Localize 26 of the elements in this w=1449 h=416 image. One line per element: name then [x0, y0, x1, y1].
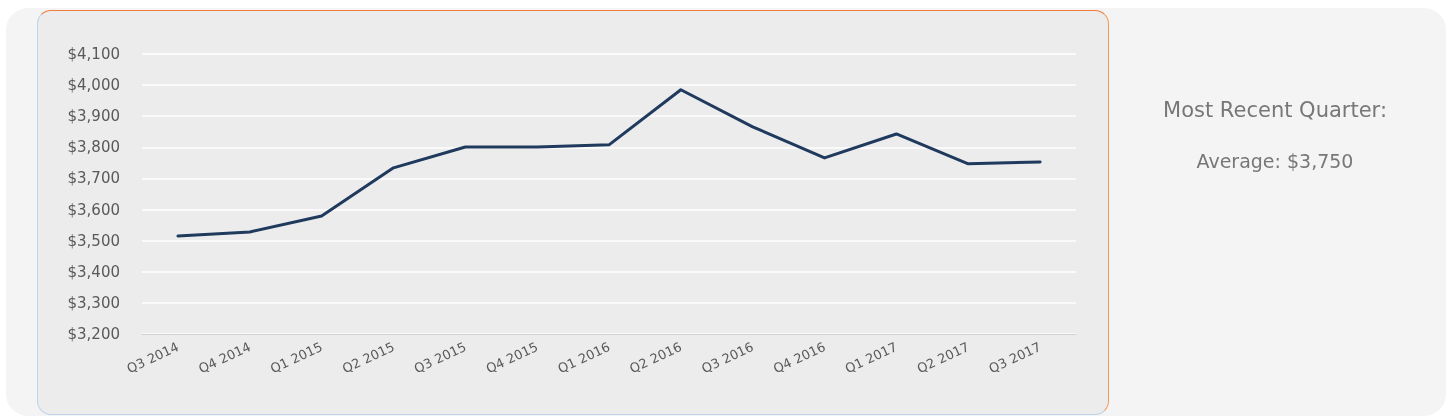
- x-tick-label: Q2 2015: [339, 339, 397, 377]
- y-tick-label: $3,300: [67, 293, 120, 312]
- x-tick-label: Q2 2016: [627, 339, 685, 377]
- x-tick-label: Q3 2015: [411, 339, 469, 377]
- line-series: [176, 88, 1042, 238]
- y-tick-label: $4,000: [67, 76, 120, 95]
- x-tick-label: Q3 2017: [986, 339, 1044, 377]
- x-tick-label: Q3 2016: [699, 339, 756, 377]
- x-tick-label: Q1 2016: [555, 339, 613, 377]
- y-tick-label: $3,900: [67, 107, 120, 126]
- y-tick-label: $3,500: [67, 231, 120, 250]
- y-tick-label: $3,400: [67, 262, 120, 281]
- y-tick-label: $3,200: [67, 325, 120, 343]
- y-tick-label: $4,100: [67, 45, 120, 63]
- x-tick-label: Q4 2014: [196, 339, 253, 377]
- text: Most Recent Quarter:: [1162, 98, 1388, 122]
- x-tick-label: Q4 2016: [770, 339, 828, 377]
- x-tick-label: Q2 2017: [914, 339, 972, 377]
- text: Average: $3,750: [1195, 150, 1355, 172]
- y-tick-label: $3,700: [67, 169, 120, 188]
- x-tick-label: Q1 2015: [268, 339, 325, 377]
- x-tick-label: Q4 2015: [483, 339, 541, 377]
- y-tick-label: $3,600: [67, 200, 120, 219]
- x-tick-label: Q1 2017: [842, 339, 900, 377]
- x-tick-label: Q3 2014: [124, 339, 182, 377]
- y-tick-label: $3,800: [67, 138, 120, 157]
